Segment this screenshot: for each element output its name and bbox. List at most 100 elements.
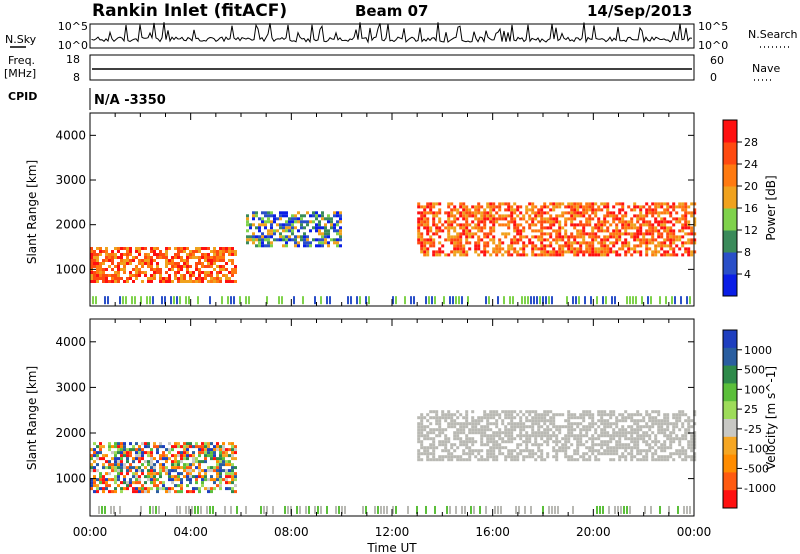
range-cell xyxy=(573,250,577,254)
range-cell xyxy=(636,229,640,233)
range-cell xyxy=(660,211,664,215)
range-cell xyxy=(630,449,634,453)
range-cell xyxy=(672,223,676,227)
range-cell xyxy=(642,449,646,453)
range-cell xyxy=(198,445,201,449)
range-cell xyxy=(177,484,180,488)
range-cell xyxy=(234,472,237,476)
range-cell xyxy=(420,434,424,438)
range-cell xyxy=(213,448,216,452)
range-cell xyxy=(93,469,96,473)
range-cell xyxy=(681,410,685,414)
range-cell xyxy=(579,205,583,209)
range-cell xyxy=(510,452,514,456)
range-cell xyxy=(96,463,99,467)
range-cell xyxy=(597,205,601,209)
range-cell xyxy=(449,296,451,305)
range-cell xyxy=(336,223,339,227)
range-cell xyxy=(498,241,502,245)
range-cell xyxy=(669,229,673,233)
range-cell xyxy=(180,280,183,283)
range-cell xyxy=(615,229,619,233)
range-cell xyxy=(252,241,255,245)
range-cell xyxy=(465,437,469,441)
range-cell xyxy=(165,448,168,452)
range-cell xyxy=(383,505,385,514)
range-cell xyxy=(639,413,643,417)
range-cell xyxy=(462,428,466,432)
range-cell xyxy=(195,268,198,271)
range-cell xyxy=(573,253,577,257)
range-cell xyxy=(438,235,442,239)
range-cell xyxy=(546,226,550,230)
range-cell xyxy=(591,232,595,236)
range-cell xyxy=(429,235,433,239)
range-cell xyxy=(117,247,120,250)
range-cell xyxy=(672,452,676,456)
range-cell xyxy=(474,223,478,227)
range-cell xyxy=(681,413,685,417)
range-cell xyxy=(219,454,222,458)
range-cell xyxy=(648,413,652,417)
range-cell xyxy=(573,241,577,245)
range-cell xyxy=(648,229,652,233)
range-cell xyxy=(165,280,168,283)
range-cell xyxy=(153,271,156,274)
range-cell xyxy=(633,437,637,441)
range-cell xyxy=(678,410,682,414)
range-cell xyxy=(183,475,186,479)
range-cell xyxy=(527,296,529,305)
range-cell xyxy=(264,223,267,227)
range-cell xyxy=(483,431,487,435)
range-cell xyxy=(609,446,613,450)
range-cell xyxy=(528,437,532,441)
range-cell xyxy=(504,217,508,221)
range-cell xyxy=(561,437,565,441)
range-cell xyxy=(477,422,481,426)
range-cell xyxy=(666,455,670,459)
range-cell xyxy=(174,478,177,482)
range-cell xyxy=(477,211,481,215)
range-cell xyxy=(591,253,595,257)
range-cell xyxy=(132,268,135,271)
range-cell xyxy=(126,457,129,461)
range-cell xyxy=(126,277,129,280)
range-cell xyxy=(159,442,162,446)
range-cell xyxy=(651,241,655,245)
range-cell xyxy=(477,416,481,420)
range-cell xyxy=(174,262,177,265)
range-cell xyxy=(687,211,691,215)
range-cell xyxy=(552,449,556,453)
range-cell xyxy=(183,451,186,455)
range-cell xyxy=(531,422,535,426)
range-cell xyxy=(516,458,520,462)
range-cell xyxy=(471,214,475,218)
range-cell xyxy=(684,455,688,459)
range-cell xyxy=(219,484,222,488)
range-cell xyxy=(522,226,526,230)
range-cell xyxy=(576,440,580,444)
range-cell xyxy=(123,265,126,268)
range-cell xyxy=(429,226,433,230)
range-cell xyxy=(576,235,580,239)
range-cell xyxy=(444,419,448,423)
range-cell xyxy=(681,205,685,209)
range-cell xyxy=(588,446,592,450)
range-cell xyxy=(690,446,694,450)
range-cell xyxy=(420,214,424,218)
range-cell xyxy=(180,274,183,277)
range-cell xyxy=(633,244,637,248)
range-cell xyxy=(105,280,108,283)
range-cell xyxy=(605,296,607,305)
range-cell xyxy=(198,247,201,250)
range-cell xyxy=(537,416,541,420)
range-cell xyxy=(669,232,673,236)
range-cell xyxy=(558,446,562,450)
range-cell xyxy=(189,253,192,256)
range-cell xyxy=(219,487,222,491)
range-cell xyxy=(297,241,300,245)
range-cell xyxy=(423,217,427,221)
range-cell xyxy=(432,455,436,459)
range-cell xyxy=(540,437,544,441)
range-cell xyxy=(171,460,174,464)
